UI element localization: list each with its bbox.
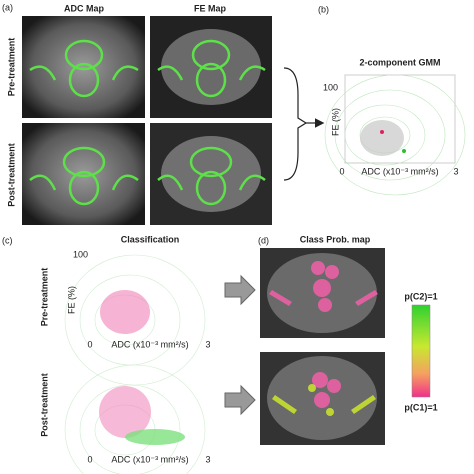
- tick-label: 0: [339, 166, 344, 176]
- probability-maps: [260, 248, 431, 445]
- tick-label: 0: [87, 454, 92, 464]
- panel-label: (a): [2, 2, 13, 12]
- row-label: Pre-treatment: [39, 268, 49, 327]
- tick-label: 100: [323, 82, 338, 92]
- row-label: Pre-treatment: [6, 38, 16, 97]
- tick-label: 100: [73, 249, 88, 259]
- row-label: Post-treatment: [6, 143, 16, 207]
- column-title: FE Map: [194, 3, 227, 13]
- axis-label: FE (%): [330, 108, 340, 136]
- colorbar-label: p(C1)=1: [404, 402, 437, 412]
- mri-images: [22, 16, 325, 225]
- panel-label: (c): [2, 235, 13, 245]
- tick-label: 3: [205, 339, 210, 349]
- panel-label: (d): [258, 235, 269, 245]
- plot-title: Class Prob. map: [300, 234, 371, 244]
- plot-title: 2-component GMM: [360, 57, 441, 67]
- row-label: Post-treatment: [39, 373, 49, 437]
- axis-label: FE (%): [66, 286, 76, 314]
- tick-label: 3: [205, 454, 210, 464]
- tick-label: 0: [87, 339, 92, 349]
- classification-plots: [64, 248, 256, 474]
- colorbar-label: p(C2)=1: [404, 291, 437, 301]
- panel-label: (b): [318, 4, 329, 14]
- axis-label: ADC (x10⁻³ mm²/s): [111, 454, 188, 464]
- axis-label: ADC (x10⁻³ mm²/s): [111, 339, 188, 349]
- column-title: ADC Map: [64, 3, 105, 13]
- plot-title: Classification: [121, 234, 180, 244]
- axis-label: ADC (x10⁻³ mm²/s): [361, 166, 438, 176]
- gmm-plot: [324, 74, 466, 196]
- tick-label: 3: [453, 166, 458, 176]
